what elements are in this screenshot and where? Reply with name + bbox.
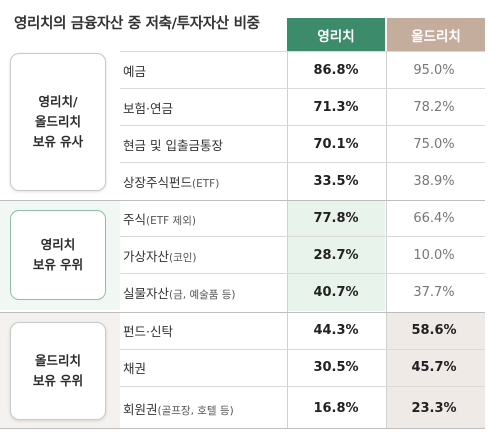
value-old: 37.7% bbox=[413, 285, 455, 300]
group-label-old-lead: 올드리치 보유 우위 bbox=[10, 322, 106, 420]
row-category: 현금 및 입출금통장 bbox=[123, 138, 223, 153]
value-young: 30.5% bbox=[313, 360, 359, 375]
row-category: 예금 bbox=[123, 64, 147, 79]
value-old: 23.3% bbox=[411, 400, 457, 416]
value-young: 86.8% bbox=[313, 63, 359, 78]
table-row: 현금 및 입출금통장 70.1% 75.0% bbox=[120, 126, 485, 163]
column-divider bbox=[386, 51, 387, 429]
value-old: 58.6% bbox=[411, 323, 457, 338]
row-category: 보험·연금 bbox=[123, 101, 173, 116]
value-old: 75.0% bbox=[413, 137, 455, 152]
table-row: 펀드·신탁 44.3% 58.6% bbox=[120, 312, 485, 349]
column-divider bbox=[287, 51, 288, 429]
row-category: 펀드·신탁 bbox=[123, 324, 173, 339]
row-divider bbox=[120, 88, 485, 89]
row-divider bbox=[120, 349, 485, 350]
value-old: 38.9% bbox=[413, 174, 455, 189]
old-highlight-cells bbox=[387, 313, 485, 429]
row-divider bbox=[120, 236, 485, 237]
value-young: 77.8% bbox=[313, 211, 359, 226]
value-young: 40.7% bbox=[313, 285, 359, 300]
table-row: 가상자산(코인) 28.7% 10.0% bbox=[120, 237, 485, 274]
column-header-young: 영리치 bbox=[287, 18, 385, 51]
value-young: 70.1% bbox=[313, 137, 359, 152]
group-divider bbox=[0, 312, 485, 313]
row-divider bbox=[120, 162, 485, 163]
row-category: 상장주식펀드(ETF) bbox=[123, 175, 220, 190]
row-category: 가상자산(코인) bbox=[123, 249, 197, 264]
table-row: 채권 30.5% 45.7% bbox=[120, 349, 485, 386]
column-header-old: 올드리치 bbox=[387, 18, 485, 51]
value-old: 66.4% bbox=[413, 211, 455, 226]
value-old: 95.0% bbox=[413, 63, 455, 78]
row-divider bbox=[120, 125, 485, 126]
value-young: 44.3% bbox=[313, 323, 359, 338]
row-category: 주식(ETF 제외) bbox=[123, 212, 196, 227]
value-young: 28.7% bbox=[313, 248, 359, 263]
table-row: 실물자산(금, 예술품 등) 40.7% 37.7% bbox=[120, 274, 485, 311]
table-row: 상장주식펀드(ETF) 33.5% 38.9% bbox=[120, 163, 485, 200]
young-highlight-cells bbox=[287, 200, 385, 311]
table-row: 회원권(골프장, 호텔 등) 16.8% 23.3% bbox=[120, 388, 485, 428]
group-label-similar: 영리치/ 올드리치 보유 유사 bbox=[10, 53, 106, 191]
row-category: 채권 bbox=[123, 361, 147, 376]
group-divider bbox=[0, 200, 485, 201]
page-title: 영리치의 금융자산 중 저축/투자자산 비중 bbox=[14, 16, 260, 32]
table-row: 주식(ETF 제외) 77.8% 66.4% bbox=[120, 200, 485, 237]
value-young: 33.5% bbox=[313, 174, 359, 189]
row-divider bbox=[120, 386, 485, 387]
value-old: 78.2% bbox=[413, 100, 455, 115]
value-young: 71.3% bbox=[313, 100, 359, 115]
table-row: 예금 86.8% 95.0% bbox=[120, 52, 485, 89]
row-divider bbox=[120, 51, 485, 52]
row-category: 실물자산(금, 예술품 등) bbox=[123, 286, 236, 301]
row-category: 회원권(골프장, 호텔 등) bbox=[123, 401, 234, 417]
group-label-young-lead: 영리치 보유 우위 bbox=[10, 210, 106, 300]
value-old: 45.7% bbox=[411, 360, 457, 375]
table-row: 보험·연금 71.3% 78.2% bbox=[120, 89, 485, 126]
value-young: 16.8% bbox=[313, 400, 359, 416]
row-divider bbox=[120, 273, 485, 274]
group-divider bbox=[0, 428, 485, 429]
value-old: 10.0% bbox=[413, 248, 455, 263]
